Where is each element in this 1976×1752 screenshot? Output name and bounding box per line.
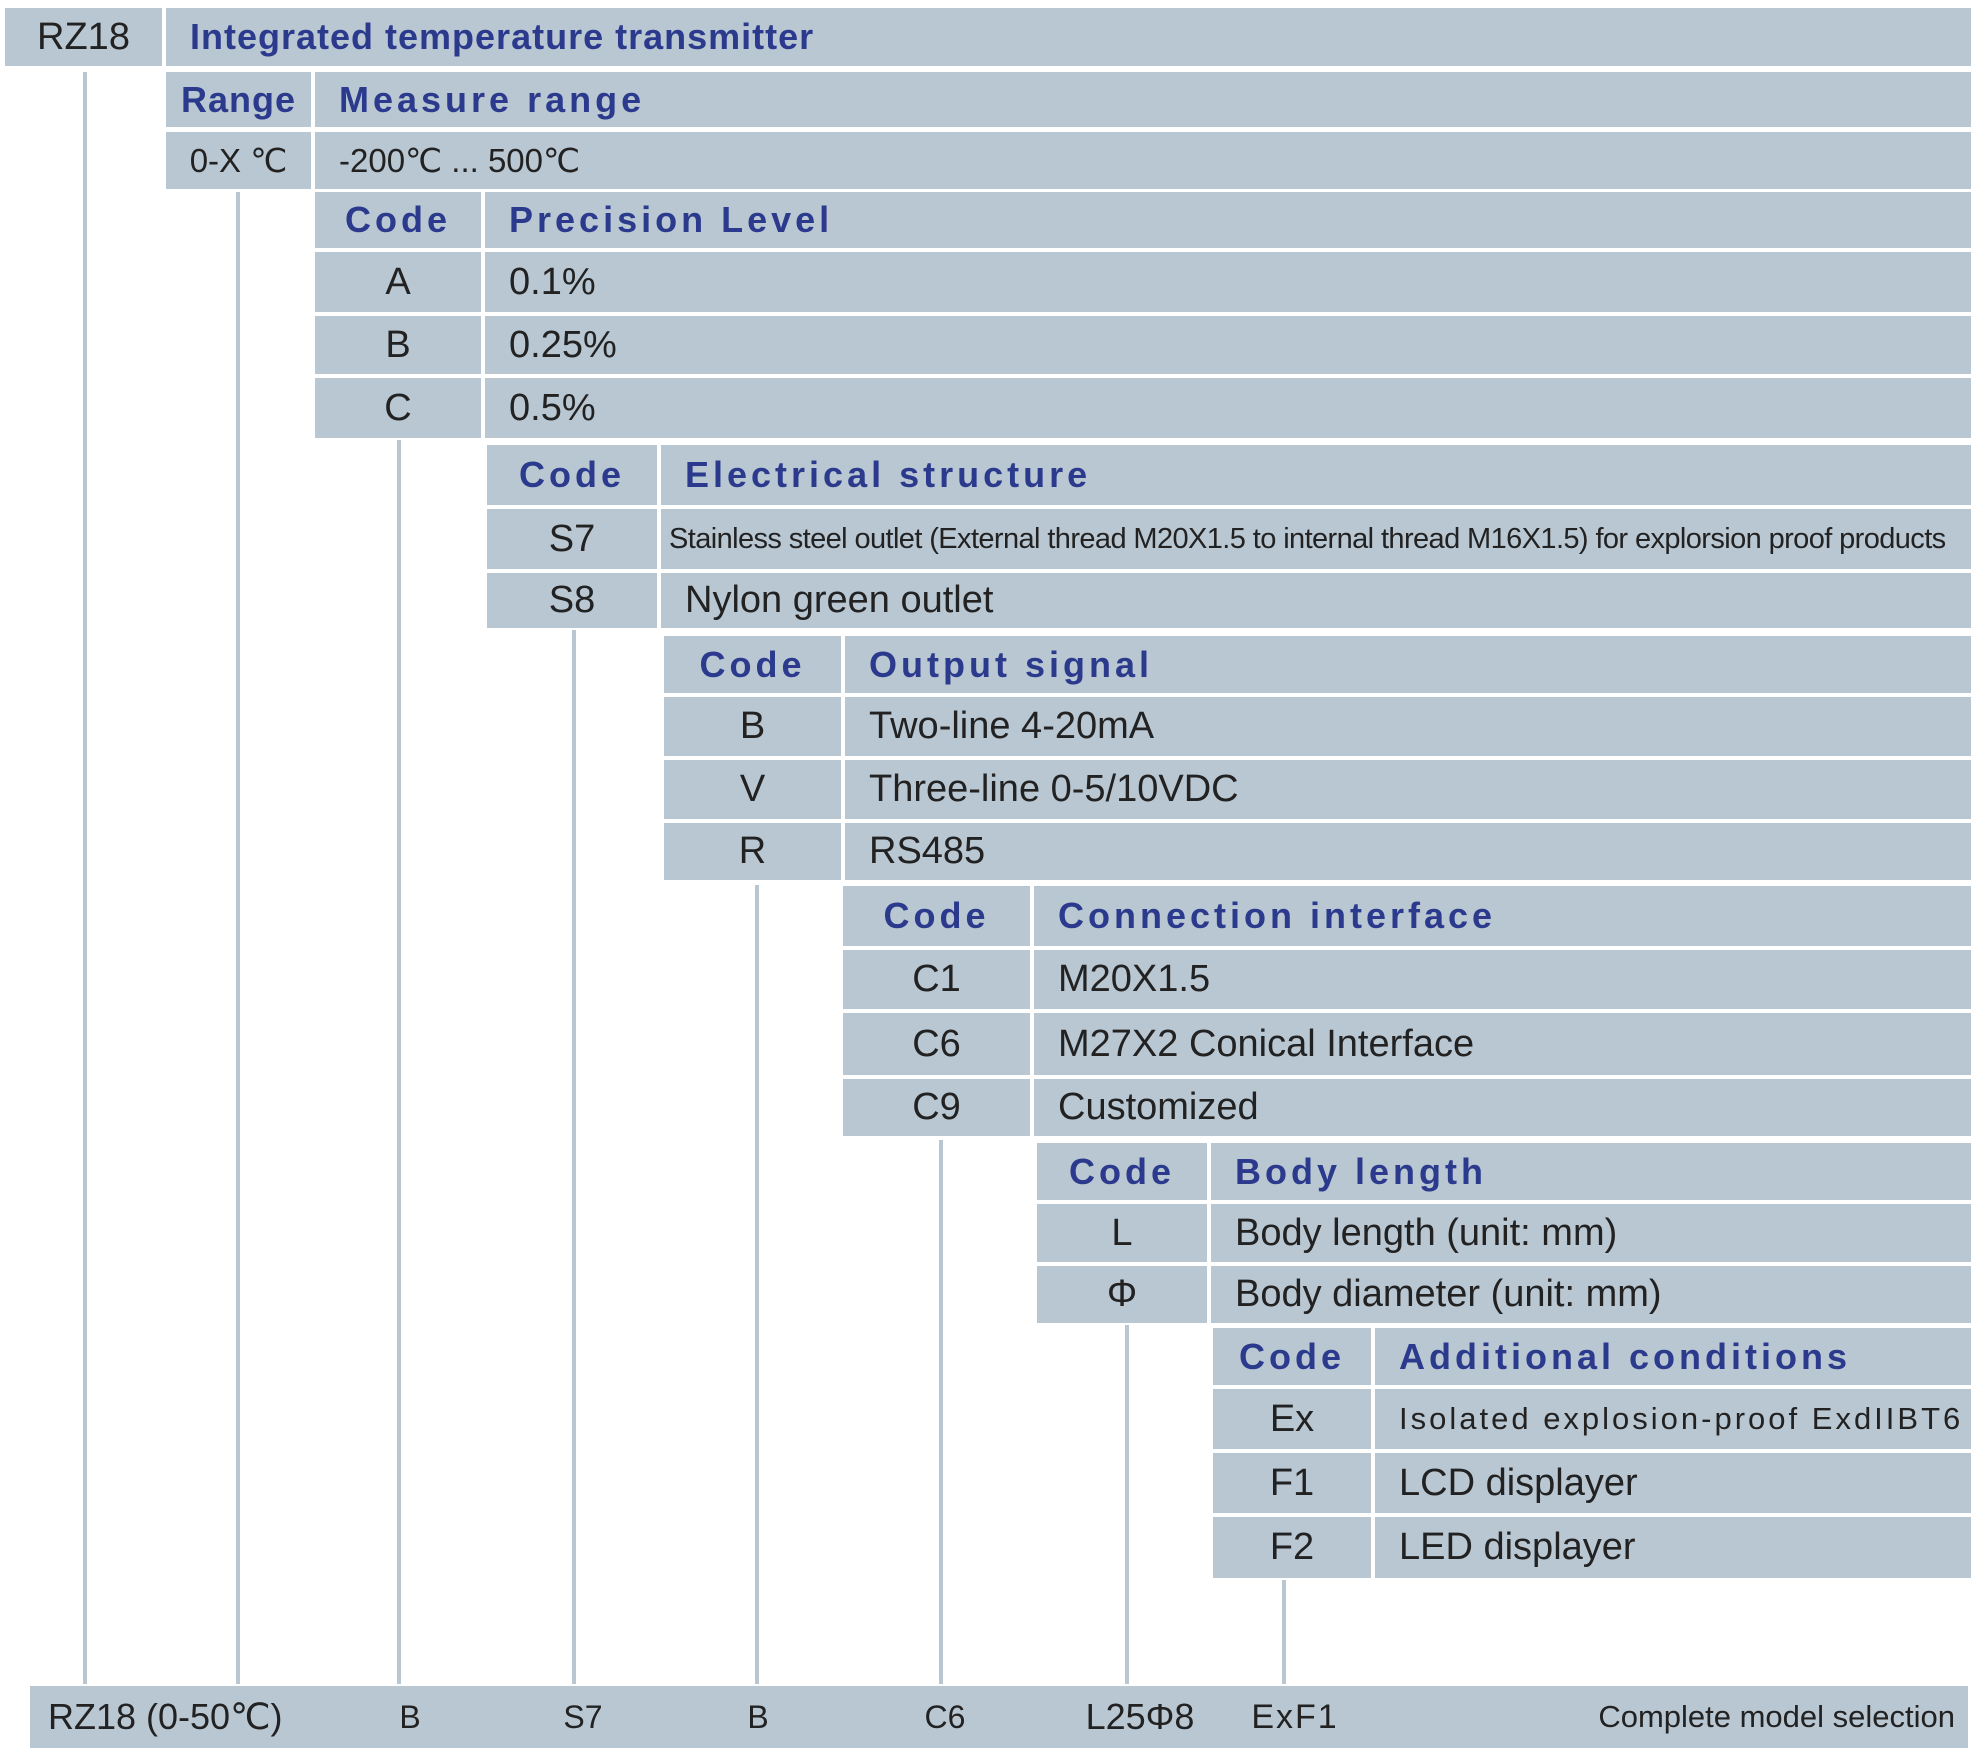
model-code: RZ18 bbox=[5, 8, 162, 66]
body-code-l: L bbox=[1037, 1204, 1207, 1262]
range-code: 0-X ℃ bbox=[166, 132, 311, 189]
output-code-r: R bbox=[664, 823, 841, 880]
example-part-output: B bbox=[747, 1698, 769, 1735]
additional-code-f1: F1 bbox=[1213, 1453, 1371, 1513]
precision-desc-a: 0.1% bbox=[485, 252, 1971, 312]
additional-desc-f2: LED displayer bbox=[1375, 1517, 1971, 1578]
example-part-electrical: S7 bbox=[563, 1698, 603, 1735]
body-desc-l: Body length (unit: mm) bbox=[1211, 1204, 1971, 1262]
electrical-code-s7: S7 bbox=[487, 509, 657, 569]
connection-code-c6: C6 bbox=[843, 1013, 1030, 1075]
connector-line-output bbox=[755, 885, 759, 1684]
example-part-body: L25Φ8 bbox=[1085, 1696, 1195, 1737]
range-header-code: Range bbox=[166, 72, 311, 127]
output-desc-b: Two-line 4-20mA bbox=[845, 697, 1971, 756]
additional-code-ex: Ex bbox=[1213, 1389, 1371, 1449]
range-header-desc: Measure range bbox=[315, 72, 1971, 127]
precision-desc-b: 0.25% bbox=[485, 316, 1971, 374]
output-header-code: Code bbox=[664, 636, 841, 693]
output-desc-r: RS485 bbox=[845, 823, 1971, 880]
product-title: Integrated temperature transmitter bbox=[166, 8, 1971, 66]
connector-line-connection bbox=[939, 1140, 943, 1684]
additional-header-code: Code bbox=[1213, 1328, 1371, 1385]
output-desc-v: Three-line 0-5/10VDC bbox=[845, 760, 1971, 819]
output-code-b: B bbox=[664, 697, 841, 756]
connection-desc-c6: M27X2 Conical Interface bbox=[1034, 1013, 1971, 1075]
connector-line-precision bbox=[397, 440, 401, 1684]
example-part-additional: ExF1 bbox=[1251, 1697, 1339, 1736]
connector-line-model bbox=[83, 72, 87, 1684]
connector-line-range bbox=[236, 192, 240, 1684]
connection-header-desc: Connection interface bbox=[1034, 886, 1971, 946]
range-value: -200℃ ... 500℃ bbox=[315, 132, 1971, 189]
example-part-connection: C6 bbox=[924, 1698, 966, 1735]
body-header-desc: Body length bbox=[1211, 1143, 1971, 1200]
connection-desc-c9: Customized bbox=[1034, 1079, 1971, 1136]
body-code-phi: Φ bbox=[1037, 1266, 1207, 1323]
precision-header-code: Code bbox=[315, 192, 481, 248]
electrical-desc-s8: Nylon green outlet bbox=[661, 573, 1971, 628]
additional-header-desc: Additional conditions bbox=[1375, 1328, 1971, 1385]
connector-line-body bbox=[1125, 1325, 1129, 1684]
connection-code-c9: C9 bbox=[843, 1079, 1030, 1136]
connection-desc-c1: M20X1.5 bbox=[1034, 950, 1971, 1009]
connection-code-c1: C1 bbox=[843, 950, 1030, 1009]
precision-code-c: C bbox=[315, 378, 481, 438]
additional-desc-ex: Isolated explosion-proof ExdIIBT6 bbox=[1375, 1389, 1971, 1449]
example-label: Complete model selection bbox=[1598, 1699, 1955, 1734]
connector-line-electrical bbox=[572, 630, 576, 1684]
example-part-model: RZ18 (0-50℃) bbox=[48, 1696, 283, 1737]
connector-line-additional bbox=[1282, 1580, 1286, 1684]
precision-code-a: A bbox=[315, 252, 481, 312]
electrical-desc-s7: Stainless steel outlet (External thread … bbox=[661, 509, 1971, 569]
precision-header-desc: Precision Level bbox=[485, 192, 1971, 248]
model-example-bar bbox=[30, 1686, 1968, 1748]
precision-desc-c: 0.5% bbox=[485, 378, 1971, 438]
output-header-desc: Output signal bbox=[845, 636, 1971, 693]
body-desc-phi: Body diameter (unit: mm) bbox=[1211, 1266, 1971, 1323]
body-header-code: Code bbox=[1037, 1143, 1207, 1200]
electrical-header-code: Code bbox=[487, 445, 657, 505]
example-part-precision: B bbox=[399, 1698, 421, 1735]
connection-header-code: Code bbox=[843, 886, 1030, 946]
additional-code-f2: F2 bbox=[1213, 1517, 1371, 1578]
electrical-code-s8: S8 bbox=[487, 573, 657, 628]
electrical-header-desc: Electrical structure bbox=[661, 445, 1971, 505]
output-code-v: V bbox=[664, 760, 841, 819]
precision-code-b: B bbox=[315, 316, 481, 374]
additional-desc-f1: LCD displayer bbox=[1375, 1453, 1971, 1513]
